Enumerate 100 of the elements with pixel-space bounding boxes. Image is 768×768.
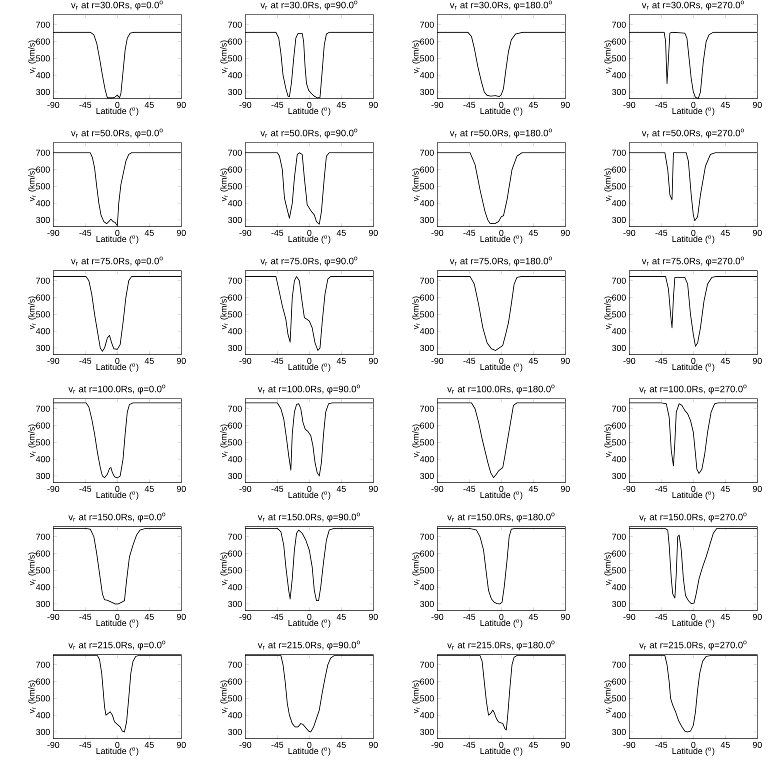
x-tick-label: 90 bbox=[752, 614, 762, 620]
y-tick-label: 600 bbox=[228, 550, 242, 557]
chart-title: v$_{r}$ at r=75.0Rs, φ=0.0$^{o}$ bbox=[71, 256, 163, 266]
x-axis-title: Latitude ($^{o}$) bbox=[672, 107, 714, 116]
x-tick-label: -45 bbox=[655, 614, 668, 620]
chart-title: v$_{r}$ at r=150.0Rs, φ=0.0$^{o}$ bbox=[68, 512, 166, 522]
x-tick-label: 45 bbox=[336, 614, 346, 620]
x-tick-label: 45 bbox=[528, 742, 538, 748]
y-tick-label: 700 bbox=[36, 662, 50, 668]
x-tick-label: -45 bbox=[79, 614, 92, 620]
y-tick-label: 700 bbox=[420, 278, 434, 284]
x-tick-label: 45 bbox=[144, 230, 154, 236]
x-axis-title: Latitude ($^{o}$) bbox=[672, 491, 714, 500]
x-tick-label: -90 bbox=[47, 102, 60, 108]
y-tick-label: 600 bbox=[612, 678, 626, 685]
x-tick-label: -90 bbox=[47, 614, 60, 620]
chart-title: v$_{r}$ at r=150.0Rs, φ=180.0$^{o}$ bbox=[447, 512, 555, 522]
y-axis-title: v$_{r}$ (km/s) bbox=[412, 168, 420, 202]
x-tick-label: -45 bbox=[271, 230, 284, 236]
y-tick-label: 600 bbox=[612, 294, 626, 301]
x-tick-label: 45 bbox=[336, 486, 346, 492]
x-tick-label: -45 bbox=[79, 230, 92, 236]
x-tick-label: -90 bbox=[47, 358, 60, 364]
x-tick-label: -90 bbox=[623, 102, 636, 108]
x-tick-label: 45 bbox=[144, 614, 154, 620]
x-axis-title: Latitude ($^{o}$) bbox=[288, 363, 330, 372]
y-tick-label: 400 bbox=[228, 584, 242, 590]
x-tick-label: 0 bbox=[115, 742, 120, 748]
y-tick-label: 700 bbox=[420, 150, 434, 156]
y-tick-label: 400 bbox=[420, 584, 434, 590]
x-tick-label: -45 bbox=[79, 486, 92, 492]
x-tick-label: -45 bbox=[463, 102, 476, 108]
x-tick-label: -90 bbox=[623, 486, 636, 492]
y-tick-label: 400 bbox=[36, 712, 50, 718]
y-axis-title: v$_{r}$ (km/s) bbox=[412, 424, 420, 458]
x-tick-label: 45 bbox=[336, 230, 346, 236]
chart-title: v$_{r}$ at r=150.0Rs, φ=90.0$^{o}$ bbox=[258, 512, 360, 522]
x-tick-label: -45 bbox=[655, 486, 668, 492]
y-axis-title: v$_{r}$ (km/s) bbox=[220, 424, 228, 458]
x-tick-label: 0 bbox=[307, 230, 312, 236]
y-tick-label: 700 bbox=[36, 534, 50, 540]
x-tick-label: 0 bbox=[307, 358, 312, 364]
x-tick-label: 0 bbox=[307, 742, 312, 748]
x-tick-label: 0 bbox=[307, 102, 312, 108]
y-tick-label: 500 bbox=[36, 695, 50, 702]
y-tick-label: 500 bbox=[36, 439, 50, 446]
x-tick-label: 90 bbox=[560, 742, 570, 748]
y-tick-label: 400 bbox=[228, 456, 242, 462]
x-tick-label: 90 bbox=[176, 614, 186, 620]
chart-title: v$_{r}$ at r=215.0Rs, φ=270.0$^{o}$ bbox=[639, 640, 747, 650]
y-tick-label: 600 bbox=[420, 38, 434, 45]
y-tick-label: 300 bbox=[228, 472, 242, 480]
y-tick-label: 600 bbox=[612, 422, 626, 429]
x-tick-label: 0 bbox=[499, 742, 504, 748]
x-tick-label: 90 bbox=[368, 486, 378, 492]
x-tick-label: 45 bbox=[528, 358, 538, 364]
x-axis-title: Latitude ($^{o}$) bbox=[96, 235, 138, 244]
x-tick-label: 0 bbox=[499, 358, 504, 364]
y-tick-label: 700 bbox=[612, 22, 626, 28]
x-tick-label: 90 bbox=[752, 742, 762, 748]
y-tick-label: 600 bbox=[228, 294, 242, 301]
y-tick-label: 400 bbox=[228, 200, 242, 206]
y-tick-label: 400 bbox=[612, 456, 626, 462]
x-axis-title: Latitude ($^{o}$) bbox=[480, 619, 522, 628]
chart-title: v$_{r}$ at r=75.0Rs, φ=180.0$^{o}$ bbox=[450, 256, 552, 266]
y-axis-title: v$_{r}$ (km/s) bbox=[412, 680, 420, 714]
y-tick-label: 500 bbox=[420, 311, 434, 318]
y-tick-label: 600 bbox=[228, 422, 242, 429]
chart-title: v$_{r}$ at r=30.0Rs, φ=270.0$^{o}$ bbox=[642, 0, 744, 10]
y-tick-label: 500 bbox=[228, 55, 242, 62]
x-tick-label: 90 bbox=[560, 102, 570, 108]
x-axis-title: Latitude ($^{o}$) bbox=[480, 235, 522, 244]
y-tick-label: 700 bbox=[228, 150, 242, 156]
chart-title: v$_{r}$ at r=50.0Rs, φ=270.0$^{o}$ bbox=[642, 128, 744, 138]
y-tick-label: 700 bbox=[36, 278, 50, 284]
y-tick-label: 600 bbox=[36, 550, 50, 557]
x-tick-label: -45 bbox=[655, 742, 668, 748]
y-tick-label: 300 bbox=[612, 344, 626, 352]
y-tick-label: 600 bbox=[36, 294, 50, 301]
y-tick-label: 500 bbox=[228, 183, 242, 190]
x-tick-label: 0 bbox=[499, 102, 504, 108]
x-axis-title: Latitude ($^{o}$) bbox=[288, 107, 330, 116]
y-tick-label: 400 bbox=[228, 712, 242, 718]
x-tick-label: -90 bbox=[47, 230, 60, 236]
x-tick-label: 45 bbox=[144, 358, 154, 364]
y-tick-label: 700 bbox=[36, 406, 50, 412]
chart-title: v$_{r}$ at r=30.0Rs, φ=180.0$^{o}$ bbox=[450, 0, 552, 10]
x-tick-label: -90 bbox=[431, 358, 444, 364]
y-tick-label: 400 bbox=[420, 328, 434, 334]
y-axis-title: v$_{r}$ (km/s) bbox=[412, 40, 420, 74]
y-tick-label: 600 bbox=[420, 550, 434, 557]
y-axis-title: v$_{r}$ (km/s) bbox=[28, 40, 36, 74]
y-axis-title: v$_{r}$ (km/s) bbox=[28, 296, 36, 330]
x-axis-title: Latitude ($^{o}$) bbox=[96, 491, 138, 500]
y-tick-label: 400 bbox=[612, 200, 626, 206]
x-tick-label: 90 bbox=[176, 742, 186, 748]
y-tick-label: 700 bbox=[612, 662, 626, 668]
x-tick-label: 0 bbox=[691, 614, 696, 620]
y-tick-label: 500 bbox=[36, 183, 50, 190]
chart-title: v$_{r}$ at r=215.0Rs, φ=180.0$^{o}$ bbox=[447, 640, 555, 650]
